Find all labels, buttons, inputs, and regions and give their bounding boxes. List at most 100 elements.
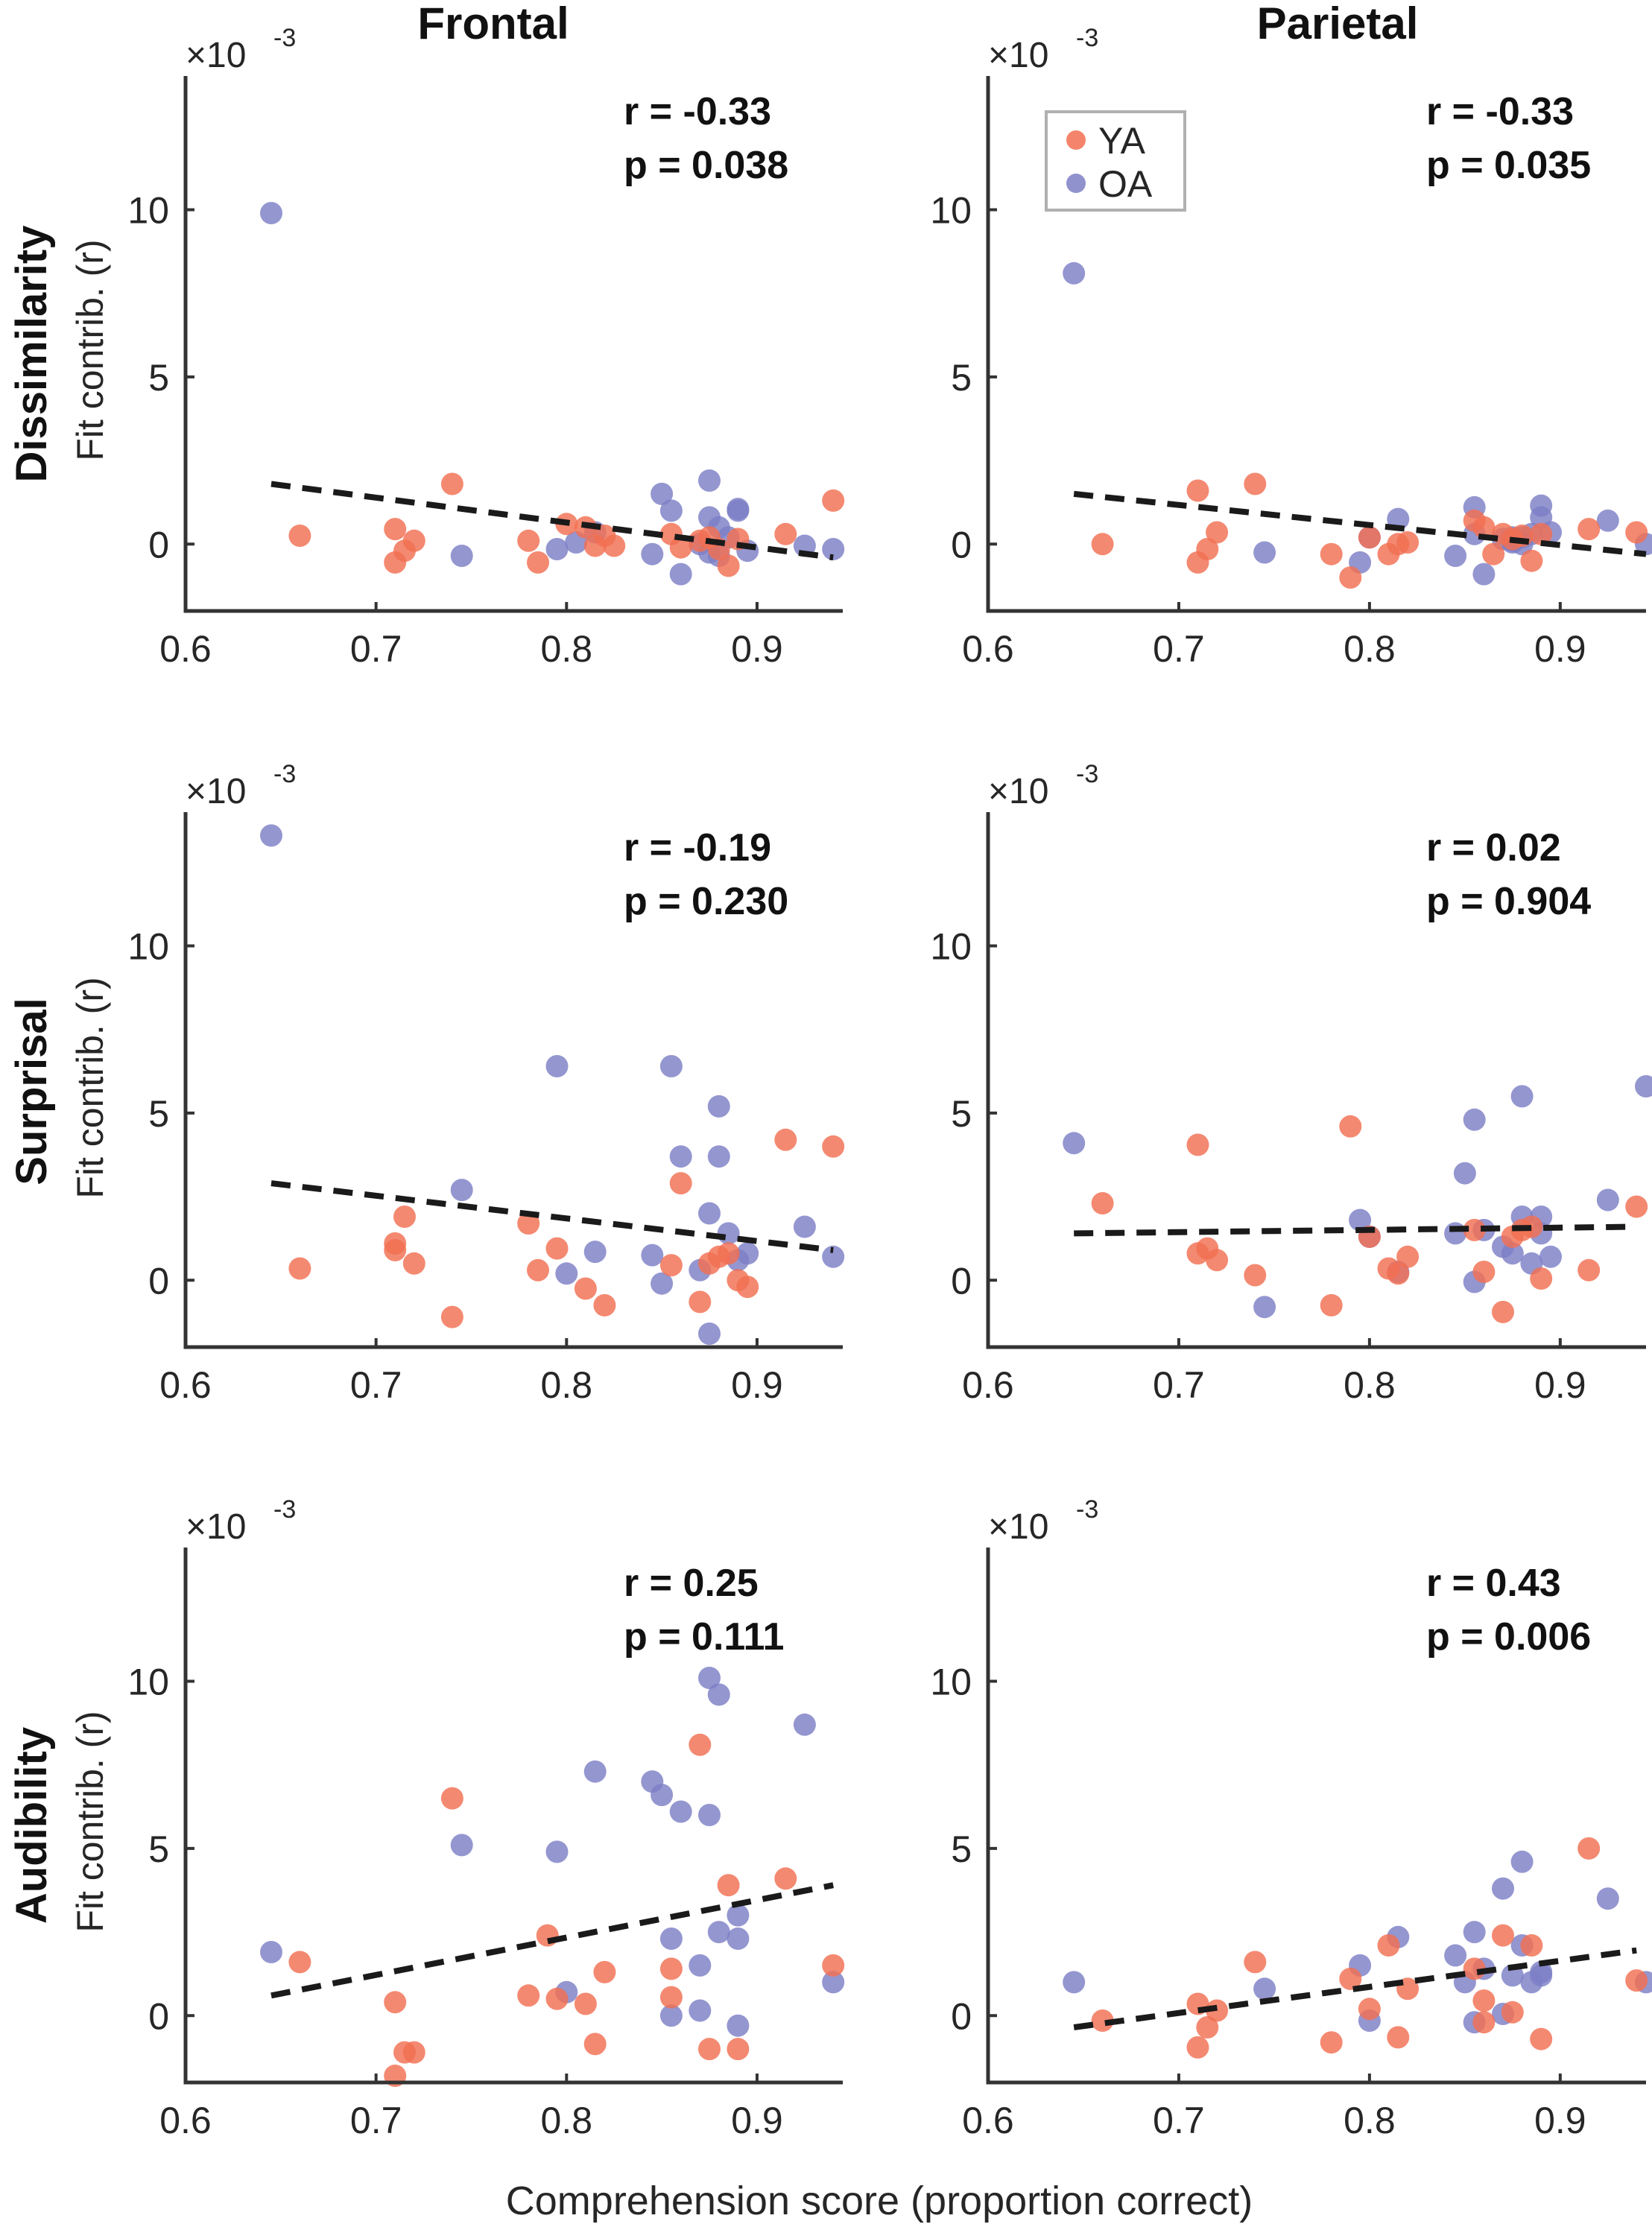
panel-5-xtick-label-4: 0.9 <box>731 2100 783 2141</box>
panel-5-xtick-label-1: 0.6 <box>159 2100 212 2141</box>
panel-5-oa-point-12 <box>689 1999 712 2022</box>
panel-5-ytick-label-3: 10 <box>127 1662 169 1703</box>
panel-2-oa-point-17 <box>1530 494 1553 517</box>
panel-6-ya-point-16 <box>1492 1924 1514 1947</box>
panel-6-oa-point-19 <box>1596 1887 1619 1910</box>
panel-3-ya-point-6 <box>440 1305 463 1328</box>
panel-6-ya-point-1 <box>1091 2009 1114 2032</box>
panel-6-oa-point-11 <box>1492 1877 1514 1900</box>
panel-3-oa-point-5 <box>583 1241 607 1264</box>
panel-6-exponent-label: ×10 <box>988 1507 1048 1547</box>
panel-4-xtick-label-3: 0.8 <box>1344 1364 1396 1406</box>
panel-1-oa-point-17 <box>727 498 750 521</box>
ylabel-row-2: Fit contrib. (r) <box>69 977 111 1198</box>
panel-3-exponent-power: -3 <box>273 760 296 788</box>
panel-3-ya-point-11 <box>593 1293 616 1317</box>
panel-5-oa-point-1 <box>260 1941 282 1963</box>
panel-2-ya-point-20 <box>1577 518 1601 541</box>
panel-3-stat-r: r = -0.19 <box>624 826 771 869</box>
panel-4-oa-point-7 <box>1453 1162 1476 1185</box>
panel-6-ya-point-3 <box>1186 2036 1209 2059</box>
ylabel-row-3: Fit contrib. (r) <box>69 1711 111 1932</box>
panel-1-xtick-label-2: 0.7 <box>350 628 402 670</box>
panel-3-ya-point-7 <box>517 1212 540 1235</box>
panel-5-exponent-power: -3 <box>273 1495 296 1524</box>
panel-3-ya-point-14 <box>689 1290 712 1314</box>
panel-5-ya-point-10 <box>574 1992 597 2015</box>
panel-3-oa-point-11 <box>698 1202 721 1225</box>
panel-1-oa-point-8 <box>659 499 683 522</box>
panel-3-oa-point-8 <box>659 1055 683 1077</box>
panel-6-ya-point-21 <box>1625 1969 1648 1992</box>
panel-1-oa-point-1 <box>260 202 282 224</box>
panel-5-oa-point-14 <box>698 1667 721 1689</box>
panel-2-ya-point-18 <box>1520 549 1543 572</box>
panel-5-oa-point-7 <box>651 1784 674 1807</box>
panel-6-ytick-label-2: 5 <box>951 1828 972 1870</box>
panel-4-oa-point-20 <box>1635 1075 1652 1097</box>
panel-5-ya-point-19 <box>774 1867 797 1890</box>
panel-6-oa-point-2 <box>1253 1977 1276 2001</box>
panel-3-ytick-label-1: 0 <box>148 1260 169 1302</box>
panel-3-xtick-label-1: 0.6 <box>159 1364 212 1406</box>
panel-3-oa-point-3 <box>545 1055 569 1077</box>
panel-1-xtick-label-4: 0.9 <box>731 628 783 670</box>
panel-1-oa-point-6 <box>641 542 664 566</box>
panel-3-ya-point-17 <box>717 1242 740 1265</box>
panel-4-stat-p: p = 0.904 <box>1426 880 1591 923</box>
panel-6-ytick-label-3: 10 <box>930 1662 972 1703</box>
panel-1-oa-point-2 <box>450 545 473 567</box>
row-title-audibility: Audibility <box>7 1727 56 1924</box>
panel-5-ya-point-11 <box>583 2033 607 2056</box>
panel-6-stat-p: p = 0.006 <box>1426 1615 1591 1659</box>
panel-6-exponent-power: -3 <box>1076 1495 1098 1524</box>
panel-3-ya-point-10 <box>574 1277 597 1300</box>
panel-2-oa-point-19 <box>1596 509 1619 532</box>
panel-3-oa-point-15 <box>717 1222 740 1245</box>
panel-6-ya-point-8 <box>1339 1967 1362 1990</box>
panel-1-xtick-label-1: 0.6 <box>159 628 212 670</box>
panel-4-xtick-label-1: 0.6 <box>962 1364 1014 1406</box>
panel-4-exponent-power: -3 <box>1076 760 1098 788</box>
panel-4-ya-point-8 <box>1339 1115 1362 1138</box>
panel-2-ya-point-8 <box>1339 566 1362 589</box>
panel-5-ya-point-1 <box>288 1951 311 1974</box>
row-title-surprisal: Surprisal <box>7 998 56 1185</box>
panel-5-oa-point-9 <box>659 2004 683 2027</box>
panel-1-oa-point-20 <box>822 538 845 560</box>
panel-1-stat-r: r = -0.33 <box>624 90 771 133</box>
panel-2-xtick-label-3: 0.8 <box>1344 628 1396 670</box>
column-title-parietal: Parietal <box>1257 0 1419 48</box>
panel-3-xtick-label-3: 0.8 <box>541 1364 593 1406</box>
panel-4: 0.6 0.7 0.8 0.9 0 5 10 ×10 -3 r = 0.02 p = 0.904 <box>930 760 1652 1406</box>
panel-4-stat-r: r = 0.02 <box>1426 826 1561 869</box>
panel-5-xtick-label-3: 0.8 <box>541 2100 593 2141</box>
panel-1-stat-p: p = 0.038 <box>624 144 788 187</box>
panel-5-ya-point-20 <box>822 1954 845 1977</box>
panel-4-oa-point-12 <box>1501 1242 1524 1265</box>
panel-5-exponent-label: ×10 <box>186 1507 246 1547</box>
panel-5-ya-point-13 <box>659 1957 683 1980</box>
panel-6-ya-point-6 <box>1244 1951 1267 1974</box>
panel-2-ya-point-2 <box>1186 479 1209 502</box>
panel-6-oa-point-13 <box>1501 1964 1524 1987</box>
panel-2-oa-point-9 <box>1472 563 1496 586</box>
panel-3-ya-point-1 <box>288 1257 311 1280</box>
panel-6-ya-point-19 <box>1530 2027 1553 2050</box>
ylabel-row-1: Fit contrib. (r) <box>69 239 111 460</box>
panel-2-stat-r: r = -0.33 <box>1426 90 1574 133</box>
panel-2-xtick-label-1: 0.6 <box>962 628 1014 670</box>
panel-4-ytick-label-2: 5 <box>951 1093 972 1135</box>
panel-4-ya-point-14 <box>1472 1261 1496 1283</box>
panel-5-ya-point-17 <box>717 1874 740 1897</box>
panel-4-ya-point-5 <box>1206 1249 1229 1272</box>
panel-3-ytick-label-2: 5 <box>148 1093 169 1135</box>
panel-5-ytick-label-1: 0 <box>148 1995 169 2037</box>
panel-5-oa-point-20 <box>793 1713 816 1736</box>
panel-2-exponent-power: -3 <box>1076 24 1098 52</box>
panel-3-oa-point-13 <box>707 1095 730 1118</box>
panel-5-oa-point-10 <box>669 1800 692 1823</box>
panel-3-oa-point-14 <box>707 1145 730 1168</box>
panel-2-xtick-label-4: 0.9 <box>1534 628 1586 670</box>
